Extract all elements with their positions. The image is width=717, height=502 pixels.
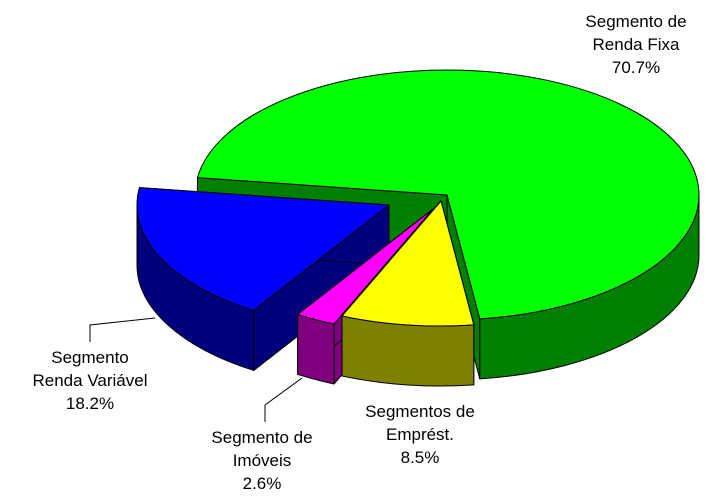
slice-label: Segmento de Imóveis 2.6% (207, 426, 317, 495)
value-label: 18.2% (65, 394, 115, 413)
leader-line (89, 317, 156, 342)
leader-line (264, 377, 303, 422)
slice (196, 69, 700, 320)
category-label: Segmento de Imóveis (211, 428, 313, 470)
slice (297, 208, 434, 325)
category-label: Segmento Renda Variável (32, 348, 148, 390)
value-label: 70.7% (611, 58, 661, 77)
slice (341, 200, 475, 327)
category-label: Segmentos de Emprést. (365, 402, 475, 444)
slice (136, 187, 390, 311)
slice-side (341, 315, 475, 387)
slice-side (297, 313, 335, 385)
category-label: Segmento de Renda Fixa (585, 12, 687, 54)
value-label: 2.6% (242, 474, 282, 493)
slice-label: Segmento Renda Variável 18.2% (28, 346, 152, 415)
slice-label: Segmento de Renda Fixa 70.7% (581, 10, 691, 79)
slice-label: Segmentos de Emprést. 8.5% (360, 400, 480, 469)
value-label: 8.5% (400, 448, 440, 467)
